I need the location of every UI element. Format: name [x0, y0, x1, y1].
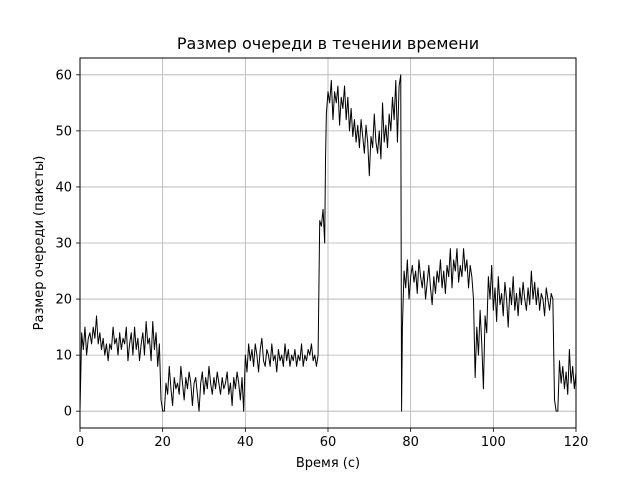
- chart-title: Размер очереди в течении времени: [177, 34, 479, 53]
- y-tick-label: 60: [55, 68, 72, 83]
- y-tick-label: 0: [64, 405, 72, 420]
- x-tick-label: 100: [481, 435, 506, 450]
- y-tick-label: 30: [55, 237, 72, 252]
- y-tick-label: 20: [55, 293, 72, 308]
- x-tick-label: 80: [402, 435, 419, 450]
- x-axis-title: Время (с): [296, 456, 360, 471]
- y-axis-title: Размер очереди (пакеты): [32, 156, 47, 331]
- x-tick-label: 60: [320, 435, 337, 450]
- x-tick-label: 120: [564, 435, 589, 450]
- grid: [79, 58, 577, 428]
- x-tick-label: 40: [237, 435, 254, 450]
- y-tick-label: 40: [55, 180, 72, 195]
- queue-size-series-line: [79, 74, 577, 412]
- series-layer: [79, 74, 577, 412]
- y-tick-label: 10: [55, 349, 72, 364]
- axis-ticks: 0 20 40 60 80 100 120 0 10 20 30 40 50 60: [55, 68, 588, 450]
- x-tick-label: 20: [154, 435, 171, 450]
- x-tick-label: 0: [76, 435, 84, 450]
- y-tick-label: 50: [55, 124, 72, 139]
